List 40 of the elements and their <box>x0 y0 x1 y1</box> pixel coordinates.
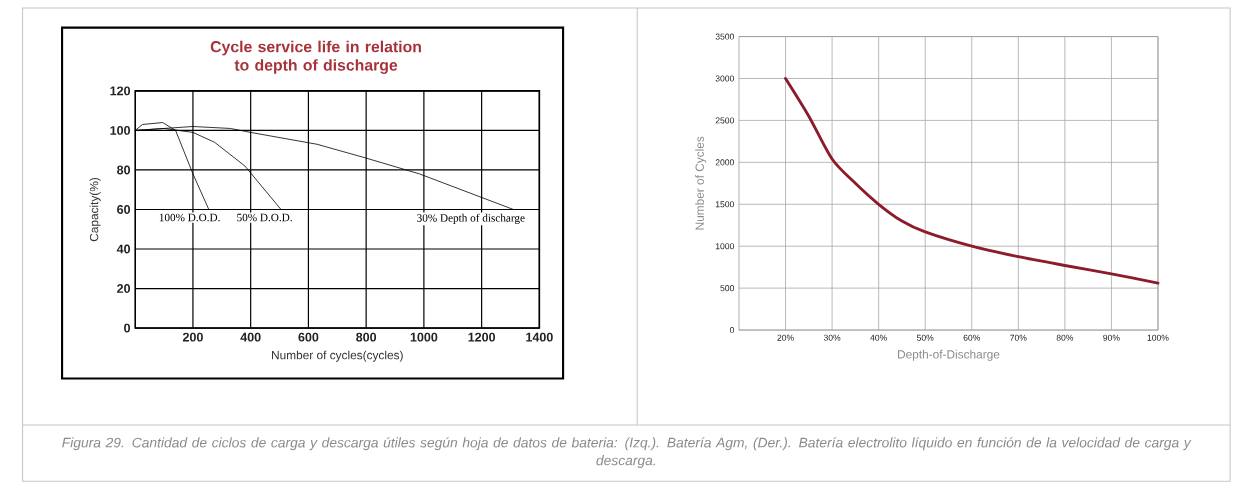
y-tick-label: 40 <box>116 244 131 254</box>
text: Figura 29. Cantidad de ciclos de carga y descarga útiles según hoja de datos de bateria: (Izq.). Batería Agm, (Der.). Batería electrolito líquido en función de la velocidad de carga y descarga. <box>62 437 1192 468</box>
series-label: 30% Depth of discharge <box>417 213 525 224</box>
y-axis-title: Number of Cycles <box>695 136 707 230</box>
x-tick-label: 1000 <box>410 332 438 342</box>
y-tick-label: 2500 <box>715 117 734 124</box>
x-tick-label: 40% <box>870 334 887 341</box>
series-label: 100% D.O.D. <box>159 213 220 222</box>
x-tick-label: 100% <box>1147 334 1169 341</box>
x-tick-label: 800 <box>356 332 377 342</box>
y-tick-label: 0 <box>729 326 734 334</box>
y-tick-label: 20 <box>117 284 131 293</box>
x-tick-label: 30% <box>823 334 841 341</box>
x-tick-label: 400 <box>240 332 261 342</box>
y-tick-label: 500 <box>720 285 734 292</box>
y-tick-label: 0 <box>124 323 131 333</box>
x-tick-label: 20% <box>777 334 794 341</box>
y-tick-label: 100 <box>110 125 131 135</box>
x-tick-label: 1400 <box>526 332 553 342</box>
x-axis-title: Depth-of-Discharge <box>898 349 1000 361</box>
y-tick-label: 1000 <box>715 243 734 250</box>
x-tick-label: 80% <box>1056 334 1074 341</box>
x-tick-label: 90% <box>1103 334 1120 341</box>
x-tick-label: 60% <box>963 334 980 341</box>
y-tick-label: 60 <box>117 205 131 214</box>
y-axis-title: Capacity(%) <box>89 177 101 242</box>
y-tick-label: 1500 <box>715 201 734 208</box>
y-tick-label: 3000 <box>715 75 734 82</box>
y-tick-label: 3500 <box>715 33 734 40</box>
x-tick-label: 70% <box>1010 334 1027 341</box>
x-tick-label: 50% <box>916 334 934 341</box>
x-tick-label: 200 <box>182 332 203 342</box>
y-tick-label: 2000 <box>715 159 734 166</box>
x-tick-label: 1200 <box>468 332 496 342</box>
x-tick-label: 600 <box>298 332 319 342</box>
chart-title: Cycle service life in relation to depth of discharge <box>210 40 421 74</box>
y-tick-label: 80 <box>117 165 131 175</box>
y-tick-label: 120 <box>110 86 131 96</box>
x-axis-title: Number of cycles(cycles) <box>272 350 403 362</box>
series-label: 50% D.O.D. <box>237 213 292 222</box>
